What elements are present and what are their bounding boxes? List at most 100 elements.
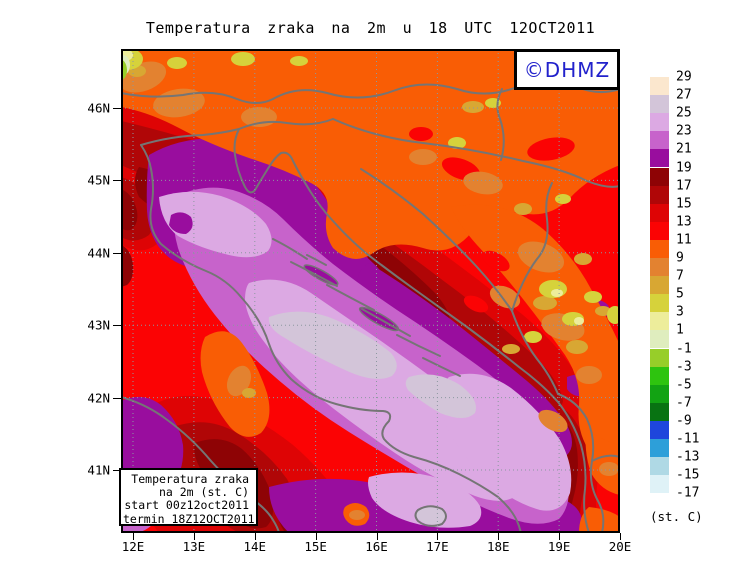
x-axis-label: 14E (243, 539, 267, 554)
legend-label: -9 (676, 413, 692, 429)
legend-swatch (650, 77, 669, 96)
legend-swatch (650, 167, 669, 186)
map-canvas (121, 49, 620, 533)
legend-label: 21 (676, 141, 692, 157)
legend-swatch (650, 131, 669, 150)
x-axis-tick (133, 533, 134, 540)
x-axis-tick (193, 533, 195, 540)
legend-label: -11 (676, 431, 700, 447)
x-axis-label: 13E (182, 539, 206, 554)
legend-label: -1 (676, 341, 692, 356)
legend-swatch (650, 366, 669, 385)
run-info-line: Temperatura zraka (131, 472, 249, 486)
y-axis-tick (113, 252, 121, 254)
legend-label: 19 (676, 160, 692, 175)
x-axis-label: 15E (304, 539, 327, 554)
x-axis-label: 20E (608, 539, 632, 554)
island (422, 357, 461, 377)
border-drina-north (511, 182, 553, 312)
x-axis-tick (376, 533, 378, 540)
run-info-line: termin 18Z12OCT2011 (123, 511, 255, 526)
legend-label: -13 (676, 449, 700, 465)
legend-swatch (650, 258, 669, 277)
lagoon-loop (414, 505, 447, 527)
legend-label: 23 (676, 123, 692, 139)
island (272, 238, 308, 260)
legend-label: 5 (676, 286, 684, 302)
legend-label: 29 (676, 69, 692, 85)
coastlines (121, 80, 620, 533)
border-croatia-bosnia (360, 168, 513, 312)
y-axis-label: 46N (87, 100, 110, 116)
x-axis-label: 19E (547, 539, 571, 554)
map-title: Temperatura zraka na 2m u 18 UTC 12OCT20… (145, 19, 596, 37)
legend-label: -15 (676, 467, 700, 483)
y-axis-tick (113, 325, 121, 327)
run-info-box: Temperatura zraka na 2m (st. C) start 00… (119, 468, 258, 526)
x-axis-tick (254, 533, 256, 540)
run-info-line: na 2m (st. C) (158, 485, 249, 500)
legend-label: 25 (676, 105, 692, 121)
italian-coast (140, 144, 522, 533)
x-axis-tick (559, 533, 561, 540)
y-axis-tick (113, 397, 121, 399)
y-axis-label: 41N (87, 462, 110, 478)
legend-swatch (650, 203, 669, 222)
island (306, 254, 327, 266)
island (326, 284, 375, 311)
island (290, 261, 338, 287)
legend-label: 17 (676, 178, 692, 194)
run-info-line: start 00z12oct2011 (124, 498, 249, 513)
y-axis-label: 42N (87, 390, 110, 406)
legend-swatch (650, 149, 669, 168)
map-frame (121, 49, 620, 533)
legend-swatch (650, 493, 669, 512)
legend-swatch (650, 312, 669, 331)
border-east (591, 454, 620, 462)
x-axis-tick (315, 533, 317, 540)
y-axis-tick (113, 108, 121, 109)
island (396, 334, 441, 357)
x-axis-tick (498, 533, 500, 540)
x-axis-label: 18E (486, 539, 510, 554)
legend-label: 13 (676, 214, 692, 230)
legend-label: -17 (676, 485, 700, 501)
legend-swatch (650, 276, 669, 295)
border-drina-south (511, 310, 559, 395)
temp-region-7 (128, 65, 611, 398)
legend-swatch (650, 113, 669, 132)
legend-label: 9 (676, 250, 684, 266)
y-axis-label: 43N (87, 317, 110, 333)
legend-swatch (650, 294, 669, 313)
legend-label: -5 (676, 377, 692, 393)
border-slovenia (238, 118, 334, 130)
legend-unit-label: (st. C) (650, 509, 703, 524)
legend-swatch (650, 95, 669, 114)
border-sava (332, 118, 620, 188)
legend-label: 11 (676, 232, 692, 248)
legend-swatch (650, 475, 669, 494)
graticule (121, 49, 620, 533)
gulf-top-coast (140, 128, 240, 146)
croatian-coast (233, 128, 590, 533)
legend-swatch (650, 185, 669, 204)
dhmz-watermark: ©DHMZ (514, 49, 620, 90)
legend-swatch (650, 221, 669, 240)
legend-label: 7 (676, 268, 684, 284)
legend-swatch (650, 402, 669, 421)
legend-swatch (650, 439, 669, 458)
x-axis-label: 12E (121, 539, 145, 554)
legend-label: 27 (676, 87, 692, 103)
x-axis-tick (620, 533, 621, 540)
legend-label: 15 (676, 196, 692, 212)
legend-swatch (650, 239, 669, 258)
y-axis-tick (113, 470, 121, 471)
legend-swatch (650, 330, 669, 349)
y-axis-tick (113, 180, 121, 182)
legend-swatch (650, 384, 669, 403)
x-axis-tick (437, 533, 439, 540)
island (361, 308, 411, 337)
legend-swatch (650, 457, 669, 476)
legend-label: 1 (676, 322, 684, 338)
legend-swatch (650, 420, 669, 439)
